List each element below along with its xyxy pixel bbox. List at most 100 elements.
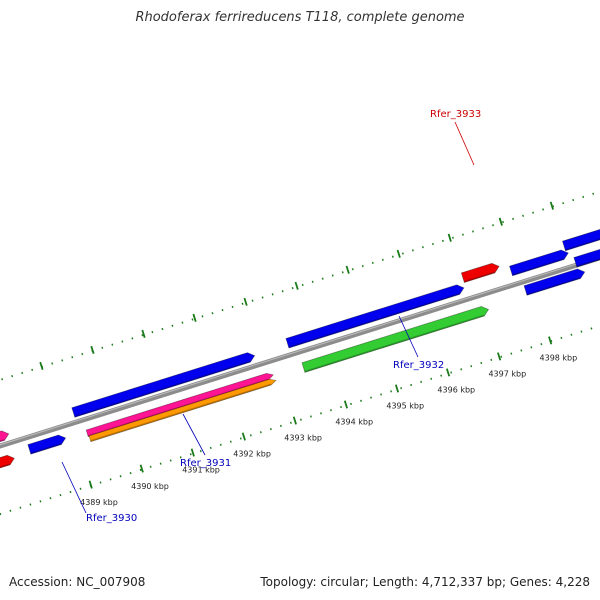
scale-dot-inner <box>590 327 593 330</box>
scale-dot-outer <box>121 340 124 343</box>
scale-dot-inner <box>520 349 523 352</box>
scale-dot-outer <box>472 230 474 233</box>
scale-dot-outer <box>281 290 284 293</box>
scale-dot-inner <box>560 336 563 340</box>
gene-label-text: Rfer_3930 <box>86 513 137 524</box>
scale-dot-inner <box>159 462 162 465</box>
gene-feature-pink <box>85 372 275 438</box>
scale-dot-inner <box>320 412 322 415</box>
major-tick <box>343 400 349 409</box>
gene-feature-blue <box>285 284 465 349</box>
scale-dot-inner <box>169 459 172 462</box>
scale-dot-outer <box>572 198 575 202</box>
gene-feature-shadow <box>576 258 600 268</box>
scale-dot-outer <box>31 368 34 371</box>
scale-dot-inner <box>189 453 192 456</box>
scale-dot-outer <box>582 195 585 199</box>
gene-feature-blue <box>509 249 569 277</box>
scale-dot-inner <box>340 405 342 409</box>
tick-label: 4389 kbp <box>80 498 118 507</box>
scale-dot-outer <box>231 305 234 309</box>
major-tick-outer <box>39 361 44 371</box>
scale-dot-inner <box>540 343 543 346</box>
gene-label-leader <box>454 121 475 166</box>
gene-feature-shadow <box>30 443 62 455</box>
scale-dot-inner <box>400 387 403 390</box>
scale-dots <box>0 192 595 516</box>
scale-dot-outer <box>552 205 555 208</box>
scale-dot-outer <box>181 321 184 324</box>
scale-dot-inner <box>249 434 252 437</box>
gene-features <box>0 228 600 469</box>
gene-label-leader <box>61 461 87 514</box>
major-tick <box>497 352 502 361</box>
major-tick-outer <box>498 217 503 226</box>
gene-feature-blue <box>561 228 600 252</box>
major-tick <box>548 336 553 345</box>
backbone-line <box>0 255 600 449</box>
scale-dot-inner <box>259 431 262 434</box>
genome-title: Rhodoferax ferrireducens T118, complete … <box>135 10 465 25</box>
scale-dot-outer <box>271 293 274 296</box>
scale-dot-outer <box>161 327 164 331</box>
scale-dot-inner <box>330 409 332 412</box>
gene-feature-shadow <box>304 314 485 373</box>
scale-dot-inner <box>360 399 363 402</box>
scale-dot-outer <box>532 211 535 214</box>
scale-dot-inner <box>299 418 302 421</box>
scale-dot-inner <box>99 481 102 484</box>
scale-dot-outer <box>451 236 454 239</box>
scale-dot-outer <box>522 214 525 217</box>
backbone <box>0 255 600 449</box>
gene-feature-green <box>301 306 490 373</box>
scale-dot-outer <box>411 249 414 252</box>
scale-dot-outer <box>221 308 224 312</box>
scale-dot-inner <box>510 352 513 355</box>
scale-dot-outer <box>101 346 104 349</box>
tick-label: 4395 kbp <box>386 402 424 411</box>
scale-dot-inner <box>440 374 443 377</box>
major-tick-outer <box>447 233 452 242</box>
major-tick <box>190 448 195 457</box>
scale-dot-outer <box>11 374 14 378</box>
scale-dot-outer <box>261 296 264 299</box>
gene-feature-blue <box>71 352 256 418</box>
scale-dot-outer <box>462 233 464 236</box>
gene-label-text: Rfer_3933 <box>430 109 481 120</box>
scale-dot-outer <box>421 246 424 249</box>
backbone-highlight <box>0 255 600 446</box>
tick-label: 4393 kbp <box>284 434 322 443</box>
scale-dot-outer <box>431 242 434 246</box>
scale-dot-inner <box>0 512 2 516</box>
genome-stats-text: Topology: circular; Length: 4,712,337 bp… <box>260 575 590 589</box>
scale-dot-outer <box>512 217 515 221</box>
gene-feature-shadow <box>526 277 581 296</box>
tick-label: 4397 kbp <box>488 370 526 379</box>
major-tick-outer <box>141 329 146 338</box>
gene-label-leader <box>398 315 419 358</box>
gene-feature-shadow <box>90 383 272 442</box>
scale-dot-inner <box>380 393 383 396</box>
gene-feature-blue <box>523 268 586 296</box>
scale-dot-inner <box>279 424 282 428</box>
gene-feature-shadow <box>288 292 460 348</box>
scale-dot-outer <box>301 283 304 287</box>
scale-dot-inner <box>229 440 232 443</box>
tick-label: 4398 kbp <box>540 354 578 363</box>
scale-dot-inner <box>79 487 82 490</box>
scale-dot-inner <box>470 365 473 368</box>
scale-dot-outer <box>61 359 64 362</box>
scale-dot-inner <box>370 396 373 399</box>
scale-dot-outer <box>482 227 484 230</box>
scale-dot-outer <box>241 302 244 305</box>
scale-dot-outer <box>562 202 565 205</box>
tick-marks: 4389 kbp 4390 kbp 4391 kbp 4392 kbp 4393 kbp… <box>39 201 578 507</box>
scale-dot-outer <box>351 268 354 271</box>
scale-dot-outer <box>131 337 134 340</box>
scale-dot-outer <box>331 274 334 277</box>
scale-dot-inner <box>269 427 272 431</box>
scale-dot-inner <box>460 368 463 371</box>
gene-feature-shadow <box>565 238 600 251</box>
gene-feature-shadow <box>74 360 251 418</box>
scale-dot-outer <box>311 280 314 283</box>
